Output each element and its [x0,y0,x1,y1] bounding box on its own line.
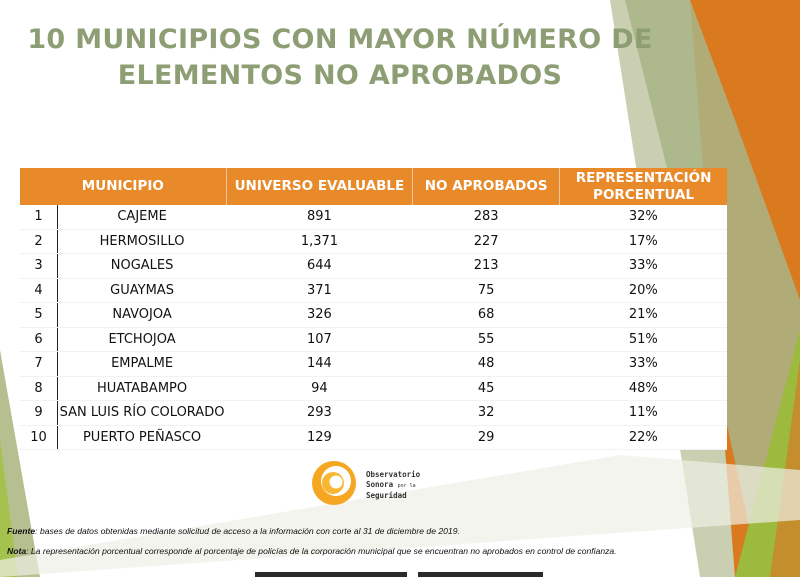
porcentaje-cell: 22% [559,425,727,450]
no-aprobados-cell: 48 [412,351,560,377]
row-number: 3 [20,253,58,279]
table-row: 2 HERMOSILLO 1,371 227 17% [20,229,727,254]
municipio-cell: HERMOSILLO [57,229,227,254]
row-number: 2 [20,229,58,254]
table-row: 10 PUERTO PEÑASCO 129 29 22% [20,425,727,450]
header-representacion: REPRESENTACIÓN PORCENTUAL [559,168,727,205]
table-row: 5 NAVOJOA 326 68 21% [20,302,727,328]
logo-line-2: Sonora por la [366,480,420,492]
deco-band-amber [770,360,800,577]
municipio-cell: PUERTO PEÑASCO [57,425,227,450]
bottom-bar-right [418,572,543,577]
universo-cell: 1,371 [226,229,413,254]
table-row: 1 CAJEME 891 283 32% [20,205,727,230]
universo-cell: 129 [226,425,413,450]
municipio-cell: EMPALME [57,351,227,377]
nota-label: Nota [7,546,27,556]
logo-line-3: Seguridad [366,491,407,500]
title-line-2: ELEMENTOS NO APROBADOS [117,60,563,91]
header-municipio: MUNICIPIO [20,168,227,205]
header-representacion-line1: REPRESENTACIÓN [575,169,712,186]
fuente-label: Fuente [7,526,36,536]
porcentaje-cell: 33% [559,253,727,279]
row-number: 4 [20,278,58,303]
table-row: 6 ETCHOJOA 107 55 51% [20,327,727,352]
header-representacion-line2: PORCENTUAL [593,186,695,203]
table-row: 9 SAN LUIS RÍO COLORADO 293 32 11% [20,400,727,426]
municipio-cell: SAN LUIS RÍO COLORADO [57,400,227,426]
porcentaje-cell: 21% [559,302,727,328]
universo-cell: 107 [226,327,413,352]
universo-cell: 144 [226,351,413,377]
porcentaje-cell: 17% [559,229,727,254]
universo-cell: 644 [226,253,413,279]
logo-line-2-main: Sonora [366,479,394,489]
universo-cell: 891 [226,205,413,230]
table-row: 3 NOGALES 644 213 33% [20,253,727,279]
observatorio-logo: Observatorio Sonora por la Seguridad [308,459,428,507]
logo-line-1: Observatorio [366,470,421,479]
municipio-cell: NAVOJOA [57,302,227,328]
table-row: 8 HUATABAMPO 94 45 48% [20,376,727,401]
municipio-cell: HUATABAMPO [57,376,227,401]
universo-cell: 326 [226,302,413,328]
row-number: 10 [20,425,58,450]
bottom-bar-left [255,572,407,577]
municipio-cell: CAJEME [57,205,227,230]
no-aprobados-cell: 227 [412,229,560,254]
no-aprobados-cell: 68 [412,302,560,328]
municipio-cell: ETCHOJOA [57,327,227,352]
no-aprobados-cell: 29 [412,425,560,450]
universo-cell: 371 [226,278,413,303]
no-aprobados-cell: 32 [412,400,560,426]
row-number: 1 [20,205,58,230]
header-no-aprobados: NO APROBADOS [412,168,561,205]
municipio-cell: GUAYMAS [57,278,227,303]
header-universo-evaluable: UNIVERSO EVALUABLE [226,168,414,205]
row-number: 8 [20,376,58,401]
footnote-nota: Nota: La representación porcentual corre… [7,546,792,557]
porcentaje-cell: 48% [559,376,727,401]
logo-text: Observatorio Sonora por la Seguridad [366,470,420,501]
deco-left-lime [0,440,18,577]
municipios-table: MUNICIPIO UNIVERSO EVALUABLE NO APROBADO… [20,168,727,450]
row-number: 6 [20,327,58,352]
table-header-row: MUNICIPIO UNIVERSO EVALUABLE NO APROBADO… [20,168,727,205]
universo-cell: 94 [226,376,413,401]
row-number: 9 [20,400,58,426]
porcentaje-cell: 33% [559,351,727,377]
table-row: 7 EMPALME 144 48 33% [20,351,727,377]
nota-text: : La representación porcentual correspon… [26,546,617,556]
universo-cell: 293 [226,400,413,426]
porcentaje-cell: 20% [559,278,727,303]
table-row: 4 GUAYMAS 371 75 20% [20,278,727,303]
no-aprobados-cell: 55 [412,327,560,352]
row-number: 5 [20,302,58,328]
footnote-fuente: Fuente: bases de datos obtenidas mediant… [7,526,787,537]
no-aprobados-cell: 45 [412,376,560,401]
fuente-text: : bases de datos obtenidas mediante soli… [35,526,460,536]
no-aprobados-cell: 283 [412,205,560,230]
porcentaje-cell: 32% [559,205,727,230]
no-aprobados-cell: 213 [412,253,560,279]
no-aprobados-cell: 75 [412,278,560,303]
title-line-1: 10 MUNICIPIOS CON MAYOR NÚMERO DE [27,24,653,55]
porcentaje-cell: 11% [559,400,727,426]
row-number: 7 [20,351,58,377]
logo-line-2-small: por la [397,482,416,489]
slide-title: 10 MUNICIPIOS CON MAYOR NÚMERO DE ELEMEN… [20,22,660,94]
deco-bottom-sweep [0,455,800,577]
porcentaje-cell: 51% [559,327,727,352]
municipio-cell: NOGALES [57,253,227,279]
logo-swirl-icon [312,461,356,505]
